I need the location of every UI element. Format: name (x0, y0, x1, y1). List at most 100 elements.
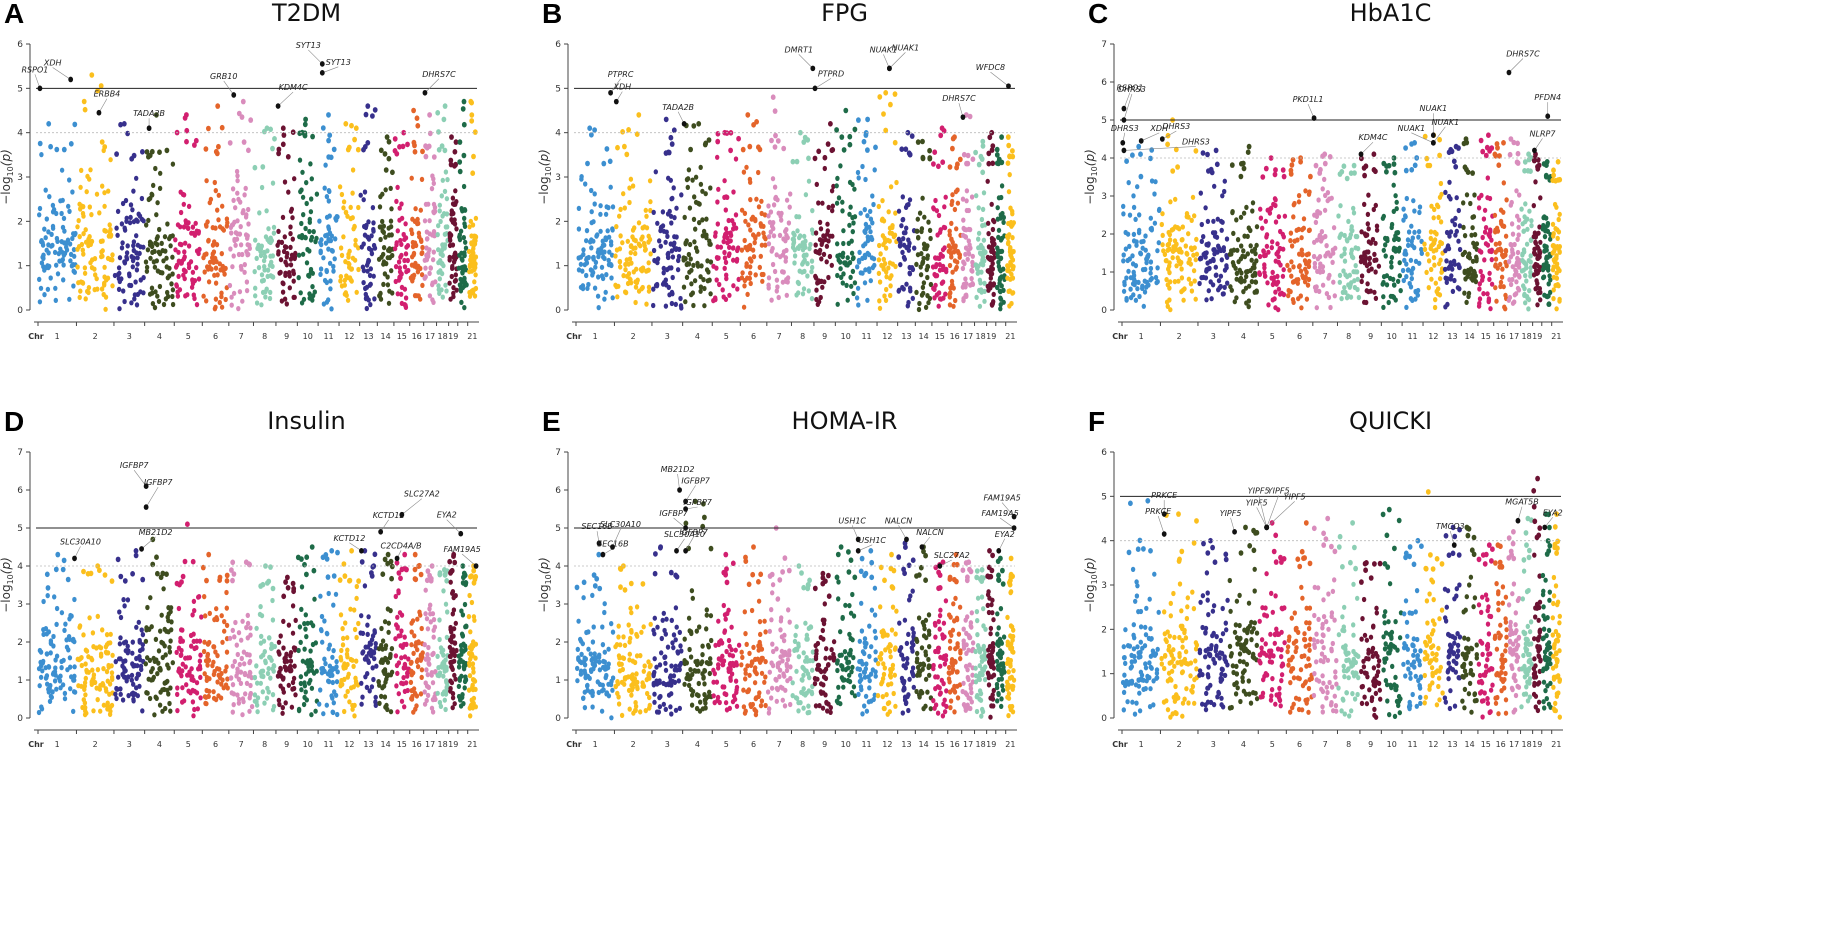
snp-point (996, 195, 1002, 201)
snp-point (949, 220, 954, 226)
snp-point (327, 132, 333, 138)
snp-point (1534, 270, 1539, 277)
snp-point (687, 241, 693, 248)
snp-point (372, 245, 378, 251)
snp-point (1555, 235, 1560, 241)
snp-point (127, 282, 132, 288)
snp-point (1489, 247, 1494, 253)
snp-point (648, 251, 653, 257)
snp-point (1528, 273, 1533, 279)
snp-point (267, 295, 273, 302)
snp-point (243, 559, 249, 565)
snp-point (687, 205, 693, 211)
snp-point (311, 229, 316, 235)
snp-point (1007, 172, 1012, 178)
snp-point (420, 282, 425, 288)
snp-point (280, 125, 286, 131)
snp-point (1299, 247, 1304, 253)
snp-point (72, 689, 78, 695)
snp-point (463, 245, 469, 251)
snp-point (1273, 289, 1278, 295)
snp-point (175, 222, 181, 228)
snp-point (903, 230, 908, 236)
snp-point (211, 689, 216, 695)
snp-point (1474, 241, 1480, 247)
chromosome-points (296, 116, 320, 306)
snp-point (1127, 256, 1132, 262)
snp-point (1341, 268, 1346, 274)
snp-point (1163, 258, 1169, 264)
snp-point (248, 690, 253, 697)
snp-point (181, 224, 187, 230)
y-axis-label: −log10(p) (1084, 149, 1099, 205)
snp-point (989, 201, 994, 207)
snp-point (601, 160, 607, 167)
snp-point (595, 249, 601, 255)
snp-point (118, 614, 124, 621)
snp-point (1206, 242, 1211, 248)
x-tick-label: 9 (1368, 332, 1373, 341)
snp-point (230, 264, 235, 270)
snp-point (214, 616, 220, 623)
snp-point (405, 243, 411, 249)
snp-point (1554, 306, 1559, 312)
snp-point (83, 296, 88, 302)
snp-point (59, 665, 64, 671)
snp-point (740, 270, 745, 276)
snp-point (37, 205, 43, 212)
snp-point (1124, 158, 1129, 164)
snp-point (634, 131, 640, 137)
snp-point (628, 250, 633, 256)
x-tick-label: 3 (127, 740, 132, 749)
snp-point (227, 635, 233, 641)
snp-point (72, 253, 77, 259)
snp-point (1302, 279, 1308, 285)
snp-point (109, 663, 114, 669)
snp-point (994, 152, 1000, 158)
snp-point (307, 248, 312, 254)
snp-point (103, 294, 109, 300)
snp-point (1285, 262, 1290, 268)
snp-point (381, 281, 386, 287)
snp-point (788, 191, 793, 197)
x-tick-label: 10 (1387, 332, 1397, 341)
snp-point (1167, 297, 1172, 303)
snp-point (944, 266, 949, 272)
snp-point (71, 231, 76, 237)
snp-point (462, 250, 467, 256)
chromosome-points (1442, 143, 1463, 310)
snp-point (1001, 287, 1006, 293)
snp-point (70, 235, 75, 242)
snp-point (925, 264, 931, 270)
snp-point (145, 690, 150, 696)
snp-point (78, 288, 83, 294)
snp-point (345, 297, 351, 303)
snp-point (55, 551, 61, 558)
snp-point (235, 190, 240, 196)
snp-point (219, 290, 224, 296)
snp-point (935, 255, 940, 261)
snp-point (81, 98, 87, 105)
snp-point (1397, 260, 1402, 266)
snp-point (414, 115, 420, 121)
snp-point (416, 230, 422, 236)
snp-point (87, 234, 92, 240)
snp-point (304, 180, 309, 186)
snp-point (651, 302, 656, 309)
snp-point (1005, 134, 1011, 140)
snp-point (282, 234, 287, 240)
snp-point (817, 250, 822, 256)
snp-point (70, 189, 75, 195)
snp-point (234, 642, 239, 648)
snp-point (631, 269, 636, 275)
annotation-leader-line (610, 78, 621, 93)
snp-point (1438, 219, 1444, 225)
snp-point (881, 266, 886, 272)
snp-point (44, 216, 49, 222)
snp-point (44, 673, 50, 679)
chromosome-points (1531, 151, 1543, 308)
snp-point (1121, 288, 1127, 294)
snp-point (1263, 218, 1268, 224)
snp-point (1266, 249, 1271, 255)
snp-point (1268, 155, 1274, 161)
